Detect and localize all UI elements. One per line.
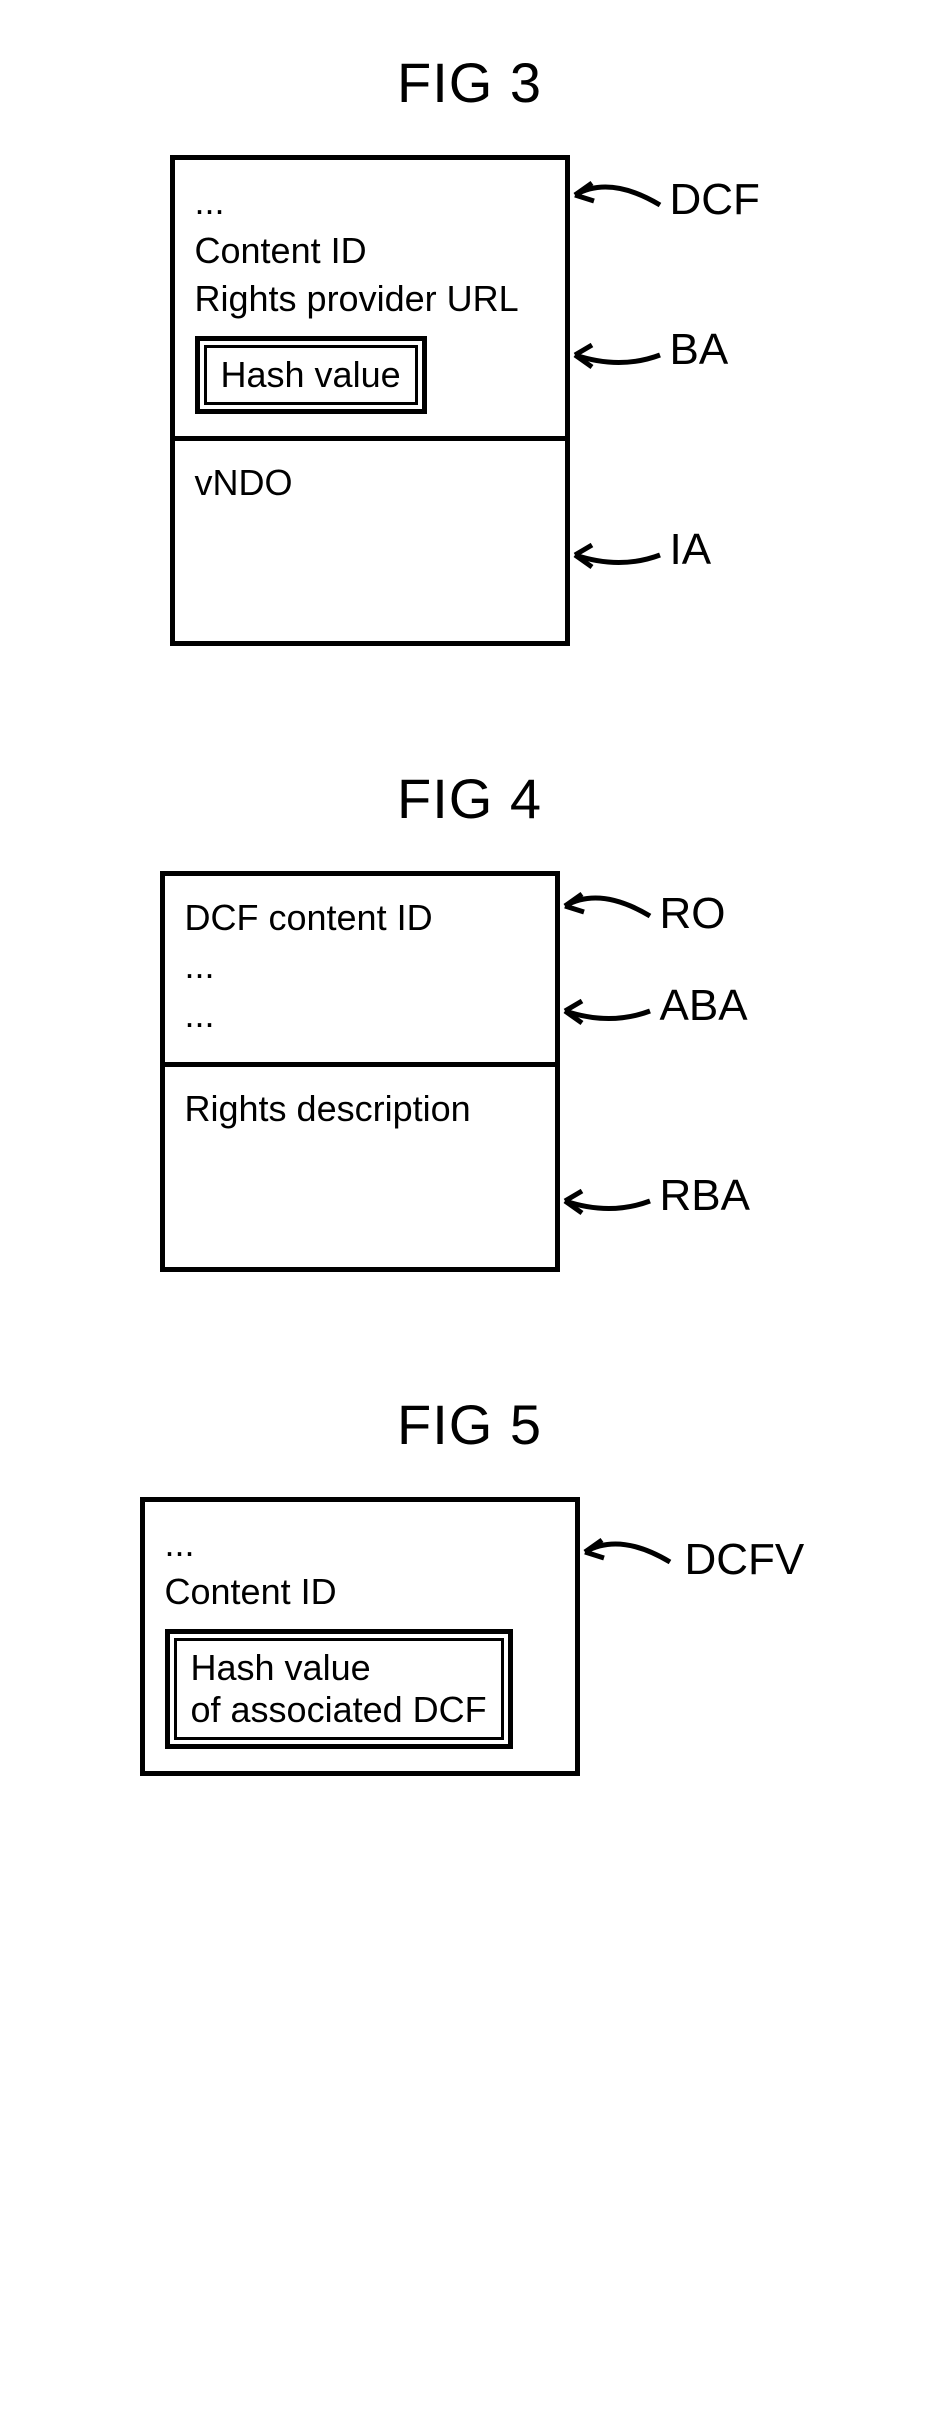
figure-4-title: FIG 4 [0,766,939,831]
ba-line-1: Content ID [195,227,545,276]
ia-section: vNDO [175,441,565,641]
aba-arrow [560,991,670,1041]
aba-line-2: ... [185,991,535,1040]
dcf-box: ... Content ID Rights provider URL Hash … [170,155,570,646]
dcfv-box: ... Content ID Hash value of associated … [140,1497,580,1776]
aba-line-0: DCF content ID [185,894,535,943]
figure-3-title: FIG 3 [0,50,939,115]
rba-label: RBA [660,1171,750,1221]
aba-section: DCF content ID ... ... [165,876,555,1067]
hash-box-inner: Hash value [204,345,418,405]
hash-box-outer: Hash value [195,336,427,414]
ba-arrow [570,335,680,385]
ba-line-0: ... [195,178,545,227]
figure-4-diagram: DCF content ID ... ... Rights descriptio… [160,871,780,1272]
figure-5: FIG 5 ... Content ID Hash value of assoc… [0,1392,939,1776]
figure-3-diagram: ... Content ID Rights provider URL Hash … [170,155,770,646]
dcfv-line-0: ... [165,1520,555,1569]
ia-line-0: vNDO [195,459,545,508]
ba-line-2: Rights provider URL [195,275,545,324]
page: FIG 3 ... Content ID Rights provider URL… [0,0,939,1776]
ro-box: DCF content ID ... ... Rights descriptio… [160,871,560,1272]
figure-5-diagram: ... Content ID Hash value of associated … [140,1497,800,1776]
figure-4: FIG 4 DCF content ID ... ... Rights desc… [0,766,939,1272]
dcf-label: DCF [670,175,760,225]
ba-section: ... Content ID Rights provider URL Hash … [175,160,565,441]
dcfv-section: ... Content ID Hash value of associated … [145,1502,575,1771]
dcfv-line-1: Content ID [165,1568,555,1617]
aba-line-1: ... [185,942,535,991]
dcfv-arrow [580,1522,700,1582]
hash-box-inner-5: Hash value of associated DCF [174,1638,504,1740]
figure-3: FIG 3 ... Content ID Rights provider URL… [0,50,939,646]
ba-label: BA [670,325,729,375]
ro-label: RO [660,889,726,939]
hash-box-outer-5: Hash value of associated DCF [165,1629,513,1749]
dcfv-label: DCFV [685,1535,805,1585]
figure-5-title: FIG 5 [0,1392,939,1457]
rba-section: Rights description [165,1067,555,1267]
aba-label: ABA [660,981,748,1031]
ia-label: IA [670,525,712,575]
ia-arrow [570,535,680,585]
rba-arrow [560,1181,670,1231]
rba-line-0: Rights description [185,1085,535,1134]
